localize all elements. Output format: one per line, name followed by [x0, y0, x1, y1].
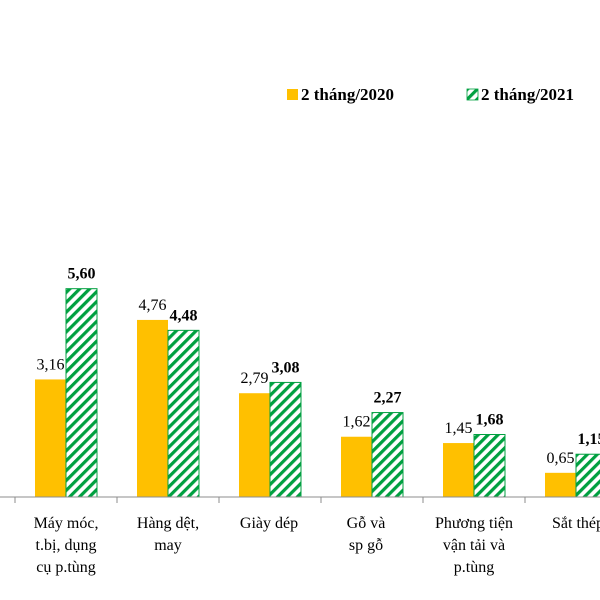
data-label-s1-c5: 1,45	[445, 420, 473, 437]
data-label-s1-c6: 0,65	[547, 450, 575, 467]
data-label-s2-c6: 1,15	[578, 431, 600, 448]
data-label-s2-c4: 2,27	[374, 390, 402, 407]
bar-s1-c4	[341, 436, 372, 497]
bar-s1-c6	[545, 472, 576, 497]
category-label-5: Phương tiện vận tải và p.tùng	[435, 515, 513, 576]
legend-label-1: 2 tháng/2020	[301, 85, 394, 104]
legend-swatch-1	[287, 89, 298, 100]
category-label-1: Máy móc, t.bị, dụng cụ p.tùng	[34, 515, 99, 576]
bars-group: 3,16 5,60 4,764,48 2,793,08 1,622,27 1,451,68…	[35, 266, 600, 498]
bar-s2-c5	[473, 434, 506, 498]
data-label-s2-c2: 4,48	[170, 307, 198, 324]
bar-s2-c1	[65, 288, 98, 498]
legend-label-2: 2 tháng/2021	[481, 85, 574, 104]
bar-s2-c2	[167, 329, 200, 498]
data-label-s2-c1: 5,60	[68, 266, 96, 283]
legend-swatch-2	[466, 88, 479, 101]
category-label-3: Giày dép	[240, 515, 298, 532]
category-label-4: Gỗ và sp gỗ	[347, 515, 386, 554]
data-label-s1-c4: 1,62	[343, 414, 371, 431]
bar-s1-c5	[443, 443, 474, 497]
bar-s1-c1	[35, 379, 66, 497]
bar-s2-c4	[371, 412, 404, 498]
category-label-6: Sắt thép	[552, 515, 600, 532]
data-label-s2-c3: 3,08	[272, 359, 300, 376]
bar-s1-c3	[239, 393, 270, 497]
bar-s2-c6	[575, 453, 600, 498]
category-label-2: Hàng dệt, may	[137, 515, 199, 554]
data-label-s1-c1: 3,16	[37, 356, 65, 373]
bar-s1-c2	[137, 319, 168, 497]
bar-s2-c3	[269, 381, 302, 498]
legend: 2 tháng/2020 2 tháng/2021	[287, 85, 574, 104]
x-axis	[0, 496, 600, 503]
data-label-s1-c3: 2,79	[241, 370, 269, 387]
data-label-s2-c5: 1,68	[476, 412, 504, 429]
data-label-s1-c2: 4,76	[139, 297, 167, 314]
